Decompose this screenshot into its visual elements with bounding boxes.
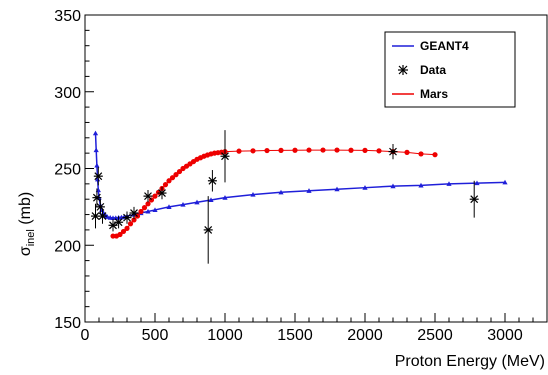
series-data [91,130,479,264]
mars-point [418,151,424,157]
x-axis-label: Proton Energy (MeV) [395,353,545,370]
mars-point [376,148,382,154]
mars-point [117,231,123,238]
geant4-point [390,183,396,189]
geant4-point [306,188,312,193]
mars-point [162,182,169,188]
geant4-point [362,185,368,190]
geant4-point [93,147,99,153]
geant4-point [222,195,228,200]
data-point [203,196,213,264]
mars-point [264,147,270,154]
data-point [207,170,217,192]
data-point [114,216,124,229]
legend-data-swatch [398,65,408,75]
geant4-point [446,181,452,186]
legend-data-label: Data [420,63,446,77]
legend-mars-label: Mars [420,87,448,101]
data-point [129,206,139,220]
geant4-line [94,133,506,219]
mars-point [348,147,354,153]
x-tick-label: 500 [142,327,169,344]
y-axis-label: σinel (mb) [17,192,37,256]
mars-point [173,172,179,178]
geant4-point [208,197,214,203]
mars-point [127,221,134,227]
geant4-point [94,162,100,168]
data-point [93,166,103,186]
y-axis-label-unit: (mb) [17,192,34,229]
mars-point [169,175,176,181]
mars-point [131,217,137,223]
geant4-point [92,130,99,136]
mars-point [138,208,144,215]
legend-geant4-label: GEANT4 [420,39,469,53]
mars-point [334,147,340,153]
mars-point [236,148,242,154]
y-tick-label: 200 [54,238,81,255]
mars-point [124,225,130,231]
mars-point [404,149,410,155]
mars-point [250,148,256,154]
y-axis-label-sub: inel [25,229,37,246]
geant4-point [474,180,480,186]
x-tick-label: 3000 [487,327,523,344]
geant4-point [95,176,101,182]
mars-point [320,147,326,153]
geant4-point [145,208,151,214]
mars-point [145,201,151,207]
x-tick-label: 0 [81,327,90,344]
mars-point [166,178,172,184]
geant4-point [250,191,256,197]
data-point [122,211,132,224]
data-point [143,189,153,203]
data-point [92,188,102,207]
geant4-point [278,189,284,195]
mars-point [432,152,438,158]
mars-point [306,147,312,153]
series-geant4 [92,130,508,221]
y-tick-label: 250 [54,162,81,179]
data-point [388,143,398,160]
data-point [220,130,230,183]
mars-point [152,193,158,199]
data-point [469,180,479,218]
geant4-point [180,201,186,207]
y-axis-label-main: σ [17,246,34,256]
y-tick-label: 150 [54,315,81,332]
x-tick-label: 2000 [347,327,383,344]
data-point [95,199,105,215]
series-mars [110,147,438,239]
data-point [157,186,167,200]
mars-point [362,147,368,153]
y-tick-label: 300 [54,85,81,102]
mars-point [278,147,284,153]
y-tick-label: 350 [54,8,81,25]
mars-point [176,168,183,175]
data-point [98,208,107,224]
x-tick-label: 1000 [207,327,243,344]
geant4-point [502,179,508,185]
mars-point [141,205,148,211]
geant4-point [418,182,424,188]
geant4-point [166,204,172,209]
x-tick-label: 2500 [417,327,453,344]
legend: GEANT4 Data Mars [384,31,516,108]
mars-point [292,147,298,153]
geant4-point [334,186,340,192]
geant4-point [194,199,200,205]
x-tick-label: 1500 [277,327,313,344]
mars-point [120,228,127,235]
geant4-point [152,207,158,213]
series-layer [91,130,508,264]
axis-layer: 0 500 1000 1500 2000 2500 3000 150 200 250 300 350 [54,8,548,344]
